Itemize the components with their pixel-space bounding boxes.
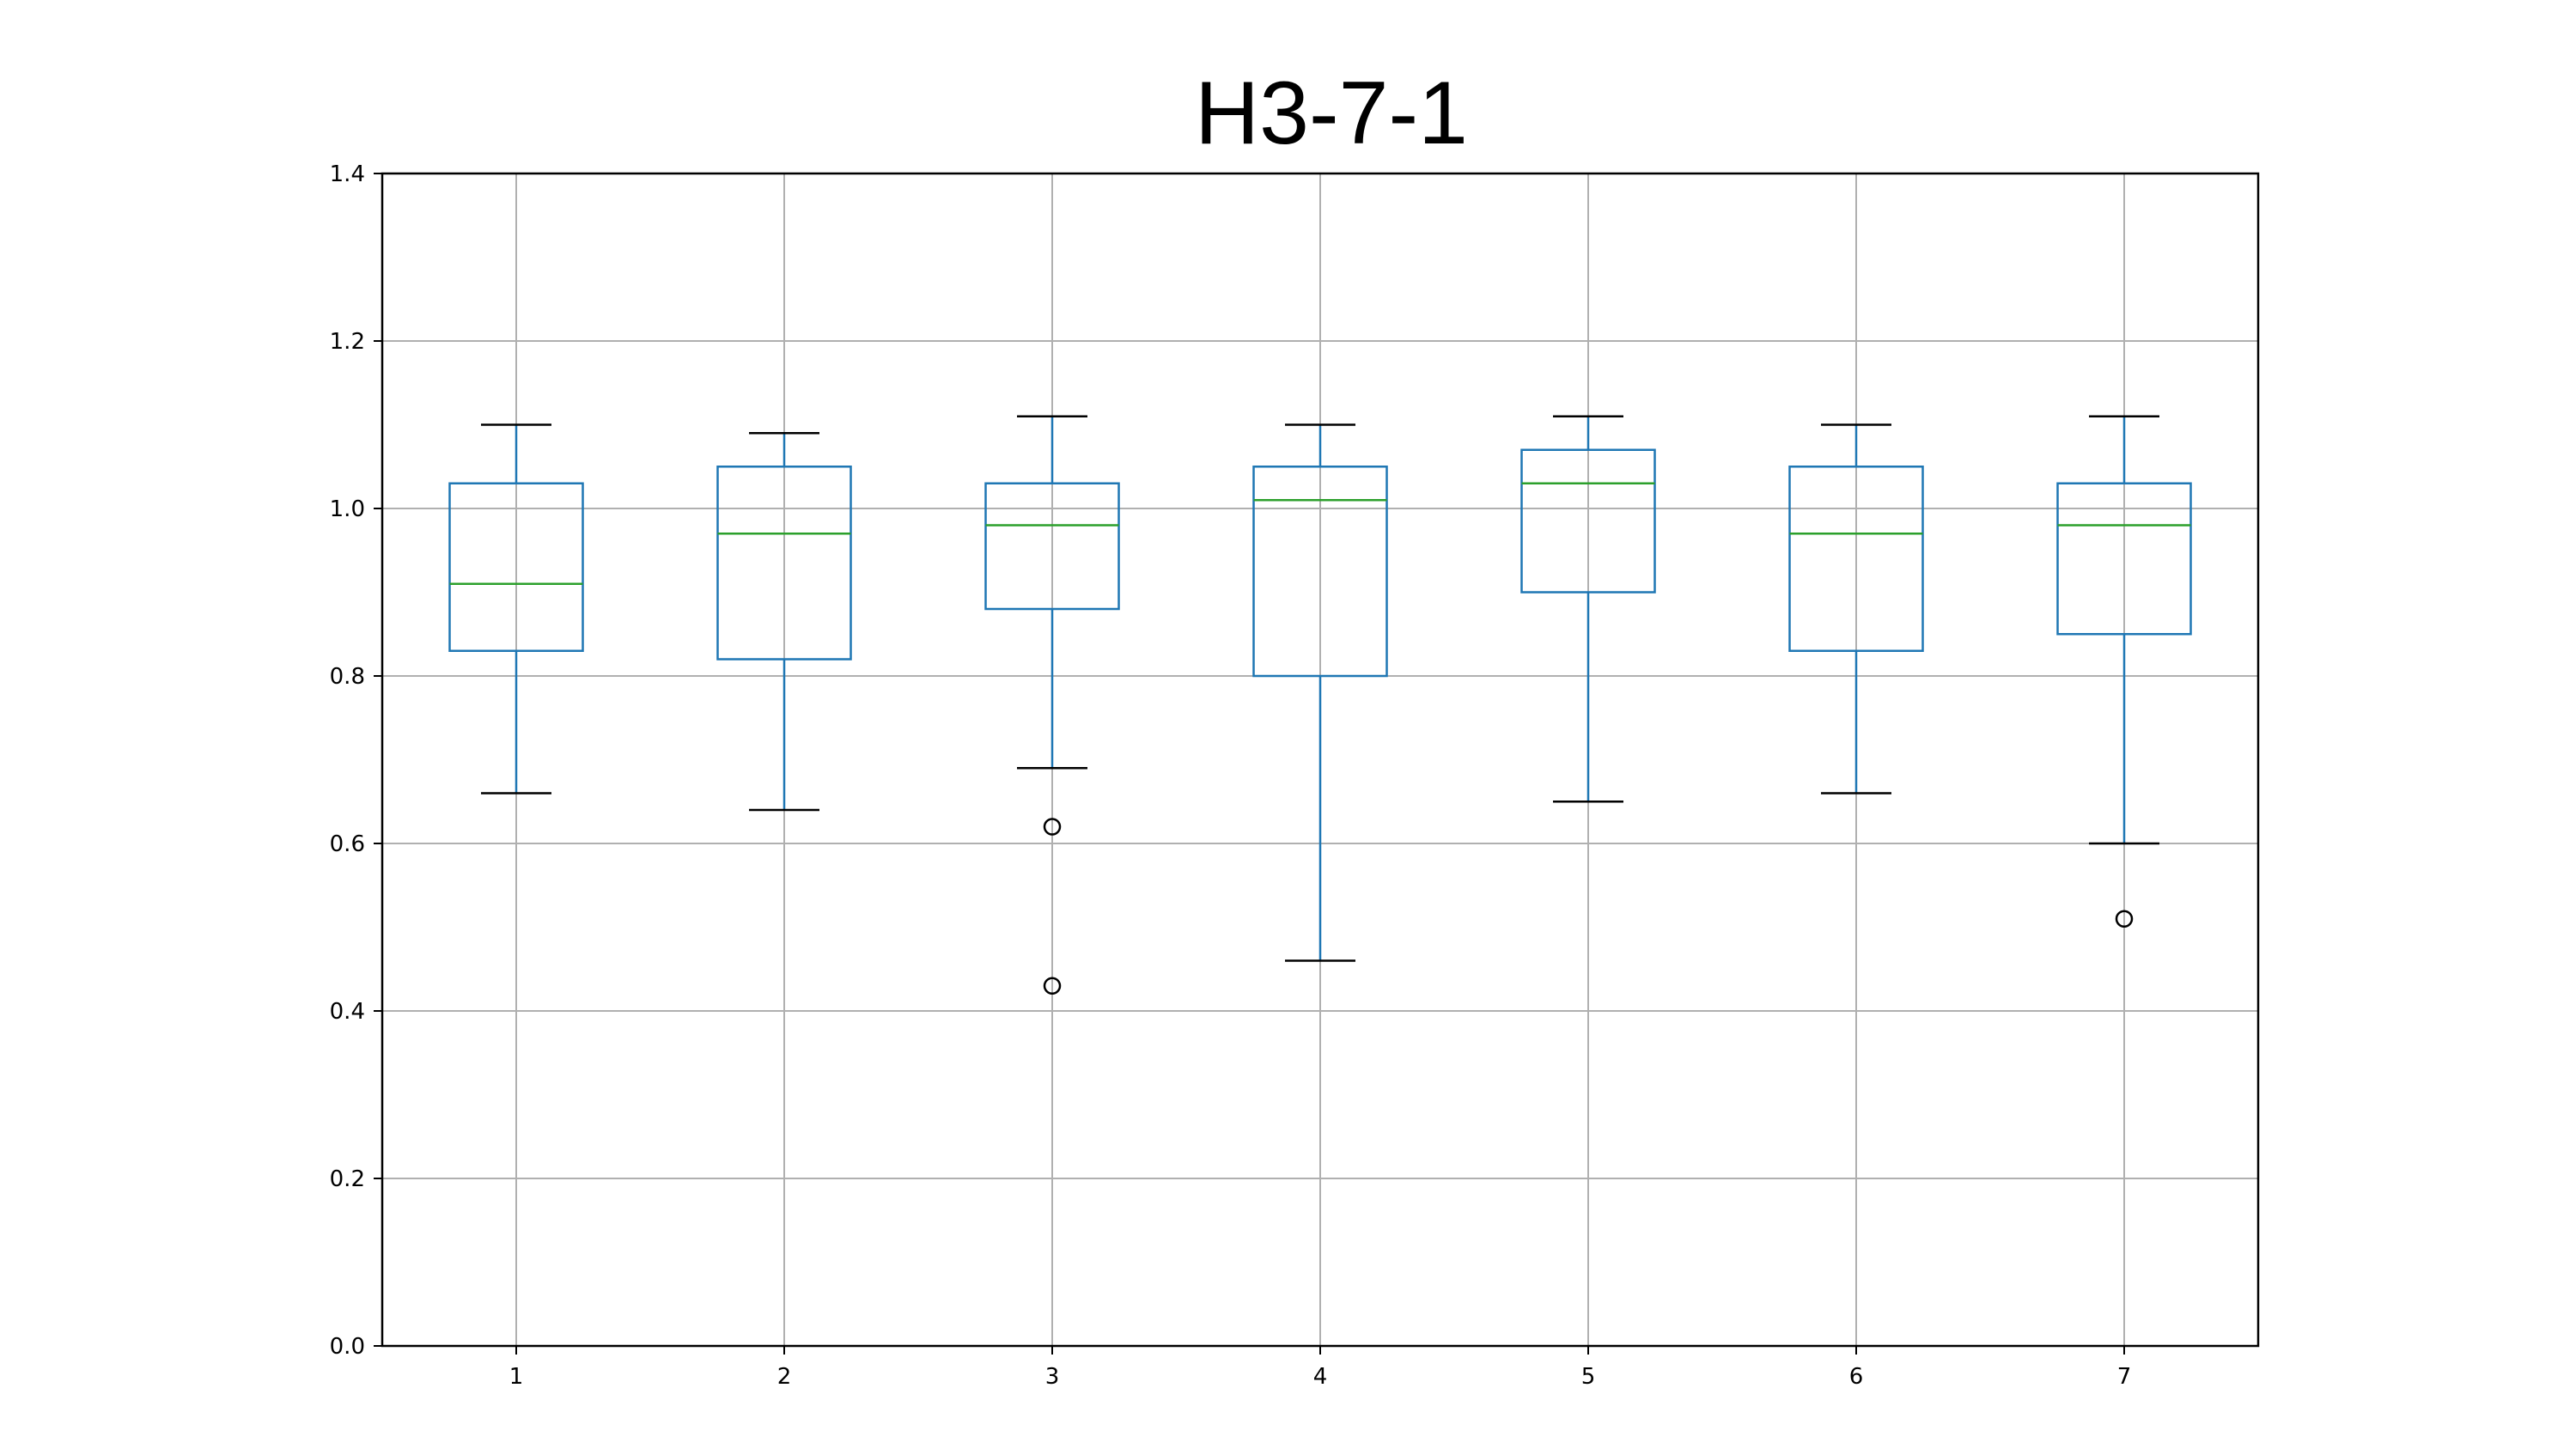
iqr-box <box>1788 466 1924 652</box>
x-tick-label: 5 <box>1581 1364 1596 1390</box>
x-tick-label: 4 <box>1313 1364 1328 1390</box>
x-tick-label: 6 <box>1849 1364 1864 1390</box>
x-tick-label: 2 <box>777 1364 792 1390</box>
box-group-1 <box>448 423 584 795</box>
box-group-7 <box>2056 415 2192 928</box>
outlier-point <box>2115 910 2134 928</box>
y-tick-label: 0.2 <box>330 1166 365 1192</box>
outlier-point <box>1043 818 1062 836</box>
y-tick-label: 1.0 <box>330 496 365 522</box>
y-tick-label: 0.6 <box>330 831 365 857</box>
plot-frame <box>381 172 2260 1348</box>
y-tick-label: 0.0 <box>330 1334 365 1360</box>
iqr-box <box>1252 466 1388 678</box>
y-tick-label: 0.4 <box>330 999 365 1025</box>
box-group-4 <box>1252 423 1388 962</box>
box-group-6 <box>1788 423 1924 795</box>
axes <box>374 172 2260 1355</box>
x-tick-label: 7 <box>2117 1364 2132 1390</box>
chart-title: H3-7-1 <box>1195 64 1468 163</box>
iqr-box <box>448 482 584 652</box>
tick-labels: 0.0 0.2 0.4 0.6 0.8 1.0 1.2 1.4 1 2 3 4 5 6 7 <box>330 161 2132 1390</box>
boxes <box>448 415 2192 995</box>
y-tick-label: 1.4 <box>330 161 365 187</box>
iqr-box <box>716 466 852 661</box>
y-tick-label: 0.8 <box>330 664 365 690</box>
iqr-box <box>984 482 1120 611</box>
box-group-5 <box>1520 415 1656 803</box>
iqr-box <box>2056 482 2192 636</box>
outlier-point <box>1043 977 1062 995</box>
y-tick-label: 1.2 <box>330 329 365 355</box>
x-tick-label: 3 <box>1045 1364 1060 1390</box>
iqr-box <box>1520 448 1656 594</box>
box-group-2 <box>716 432 852 812</box>
x-tick-label: 1 <box>509 1364 524 1390</box>
box-group-3 <box>984 415 1120 995</box>
